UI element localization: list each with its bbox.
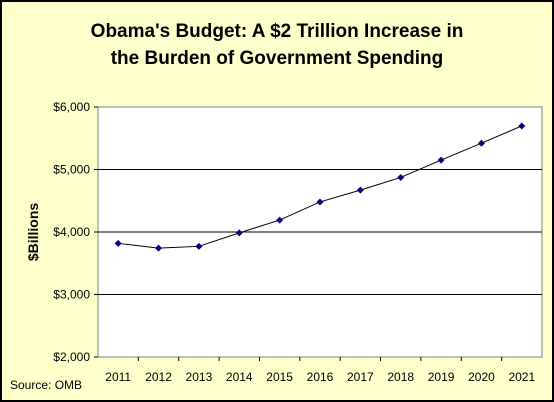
data-point-marker — [477, 139, 485, 147]
x-tick-label: 2019 — [428, 370, 455, 384]
x-tick-label: 2016 — [307, 370, 334, 384]
x-axis: 2011 2012 2013 2014 2015 2016 2017 2018 2019 2020… — [105, 357, 535, 384]
x-tick-label: 2014 — [226, 370, 253, 384]
y-tick-label: $2,000 — [53, 350, 90, 364]
data-point-marker — [518, 122, 526, 130]
y-tick-label: $5,000 — [53, 163, 90, 177]
data-point-marker — [437, 156, 445, 164]
data-point-marker — [276, 216, 284, 224]
y-tick-label: $3,000 — [53, 288, 90, 302]
data-point-marker — [195, 242, 203, 250]
x-tick-label: 2012 — [145, 370, 172, 384]
data-point-marker — [356, 186, 364, 194]
data-point-marker — [316, 198, 324, 206]
y-axis-label: $Billions — [25, 203, 41, 262]
data-point-marker — [155, 244, 163, 252]
y-tick-label: $4,000 — [53, 225, 90, 239]
chart-title-line-1: Obama's Budget: A $2 Trillion Increase i… — [90, 21, 464, 42]
chart-title: Obama's Budget: A $2 Trillion Increase i… — [2, 18, 552, 72]
x-tick-label: 2015 — [266, 370, 293, 384]
data-point-marker — [397, 173, 405, 181]
y-axis: $2,000 $3,000 $4,000 $5,000 $6,000 — [53, 100, 98, 364]
source-note: Source: OMB — [10, 378, 83, 392]
y-tick-label: $6,000 — [53, 100, 90, 114]
chart-title-line-2: the Burden of Government Spending — [110, 48, 444, 69]
x-tick-label: 2017 — [347, 370, 374, 384]
x-tick-label: 2011 — [105, 370, 131, 384]
data-series — [114, 122, 526, 252]
x-tick-label: 2018 — [387, 370, 414, 384]
data-point-marker — [235, 229, 243, 237]
gridlines — [98, 169, 542, 295]
x-tick-label: 2021 — [508, 370, 535, 384]
data-point-marker — [114, 239, 122, 247]
x-tick-label: 2013 — [186, 370, 213, 384]
x-tick-label: 2020 — [468, 370, 495, 384]
